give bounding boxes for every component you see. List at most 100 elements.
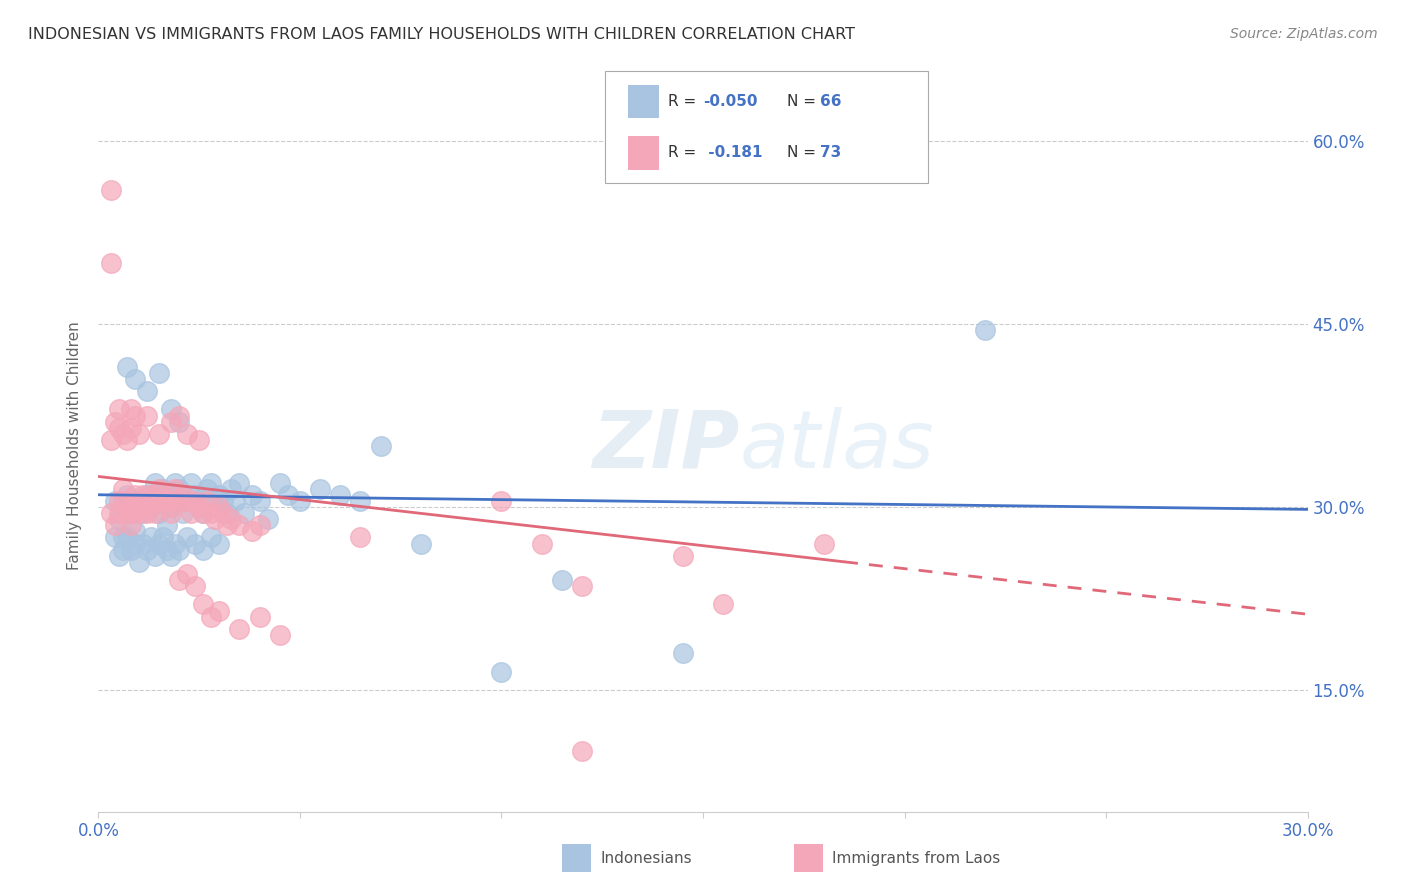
Point — [107, 402, 129, 417]
Point — [156, 518, 179, 533]
Point — [100, 183, 122, 197]
Point — [228, 475, 250, 490]
Point — [103, 518, 125, 533]
Point — [128, 493, 150, 508]
Point — [208, 500, 231, 514]
Point — [249, 518, 271, 533]
Text: 73: 73 — [820, 145, 841, 161]
Point — [115, 433, 138, 447]
Point — [115, 506, 138, 520]
Point — [120, 506, 142, 520]
Point — [212, 506, 235, 520]
Point — [184, 579, 207, 593]
Point — [148, 482, 170, 496]
Point — [160, 500, 183, 514]
Point — [160, 415, 183, 429]
Point — [193, 598, 215, 612]
Point — [152, 488, 174, 502]
Point — [249, 493, 271, 508]
Point — [120, 420, 142, 434]
Text: -0.181: -0.181 — [703, 145, 762, 161]
Point — [269, 628, 291, 642]
Point — [329, 488, 352, 502]
Point — [143, 549, 166, 563]
Point — [974, 323, 997, 337]
Point — [228, 622, 250, 636]
Point — [132, 536, 155, 550]
Point — [103, 415, 125, 429]
Point — [152, 482, 174, 496]
Point — [135, 384, 157, 398]
Point — [132, 506, 155, 520]
Point — [124, 500, 146, 514]
Point — [167, 573, 190, 587]
Point — [148, 493, 170, 508]
Point — [240, 488, 263, 502]
Point — [100, 256, 122, 270]
Text: 66: 66 — [820, 94, 841, 109]
Point — [200, 530, 222, 544]
Point — [195, 482, 218, 496]
Point — [221, 512, 243, 526]
Point — [249, 609, 271, 624]
Point — [176, 493, 198, 508]
Point — [309, 482, 332, 496]
Point — [167, 542, 190, 557]
Point — [200, 609, 222, 624]
Point — [571, 579, 593, 593]
Point — [107, 493, 129, 508]
Point — [176, 530, 198, 544]
Point — [100, 506, 122, 520]
Point — [180, 475, 202, 490]
Point — [188, 433, 211, 447]
Point — [115, 359, 138, 374]
Point — [160, 500, 183, 514]
Point — [551, 573, 574, 587]
Point — [224, 493, 246, 508]
Point — [228, 518, 250, 533]
Point — [212, 493, 235, 508]
Point — [277, 488, 299, 502]
Point — [491, 493, 513, 508]
Point — [530, 536, 553, 550]
Point — [143, 493, 166, 508]
Point — [204, 500, 226, 514]
Point — [148, 366, 170, 380]
Text: Source: ZipAtlas.com: Source: ZipAtlas.com — [1230, 27, 1378, 41]
Point — [188, 500, 211, 514]
Point — [120, 402, 142, 417]
Point — [156, 493, 179, 508]
Point — [135, 409, 157, 423]
Text: ZIP: ZIP — [592, 407, 740, 485]
Point — [163, 475, 186, 490]
Point — [240, 524, 263, 539]
Point — [167, 409, 190, 423]
Text: -0.050: -0.050 — [703, 94, 758, 109]
Point — [167, 482, 190, 496]
Point — [124, 372, 146, 386]
Point — [115, 488, 138, 502]
Point — [139, 488, 162, 502]
Point — [232, 506, 254, 520]
Point — [269, 475, 291, 490]
Point — [124, 488, 146, 502]
Point — [167, 415, 190, 429]
Point — [349, 493, 371, 508]
Point — [139, 500, 162, 514]
Point — [221, 482, 243, 496]
Point — [128, 493, 150, 508]
Point — [672, 549, 695, 563]
Point — [120, 518, 142, 533]
Point — [711, 598, 734, 612]
Point — [160, 549, 183, 563]
Point — [176, 426, 198, 441]
Point — [195, 493, 218, 508]
Text: R =: R = — [668, 94, 702, 109]
Point — [148, 506, 170, 520]
Text: Indonesians: Indonesians — [600, 851, 692, 865]
Point — [200, 475, 222, 490]
Point — [111, 530, 134, 544]
Point — [135, 542, 157, 557]
Point — [160, 506, 183, 520]
Text: R =: R = — [668, 145, 702, 161]
